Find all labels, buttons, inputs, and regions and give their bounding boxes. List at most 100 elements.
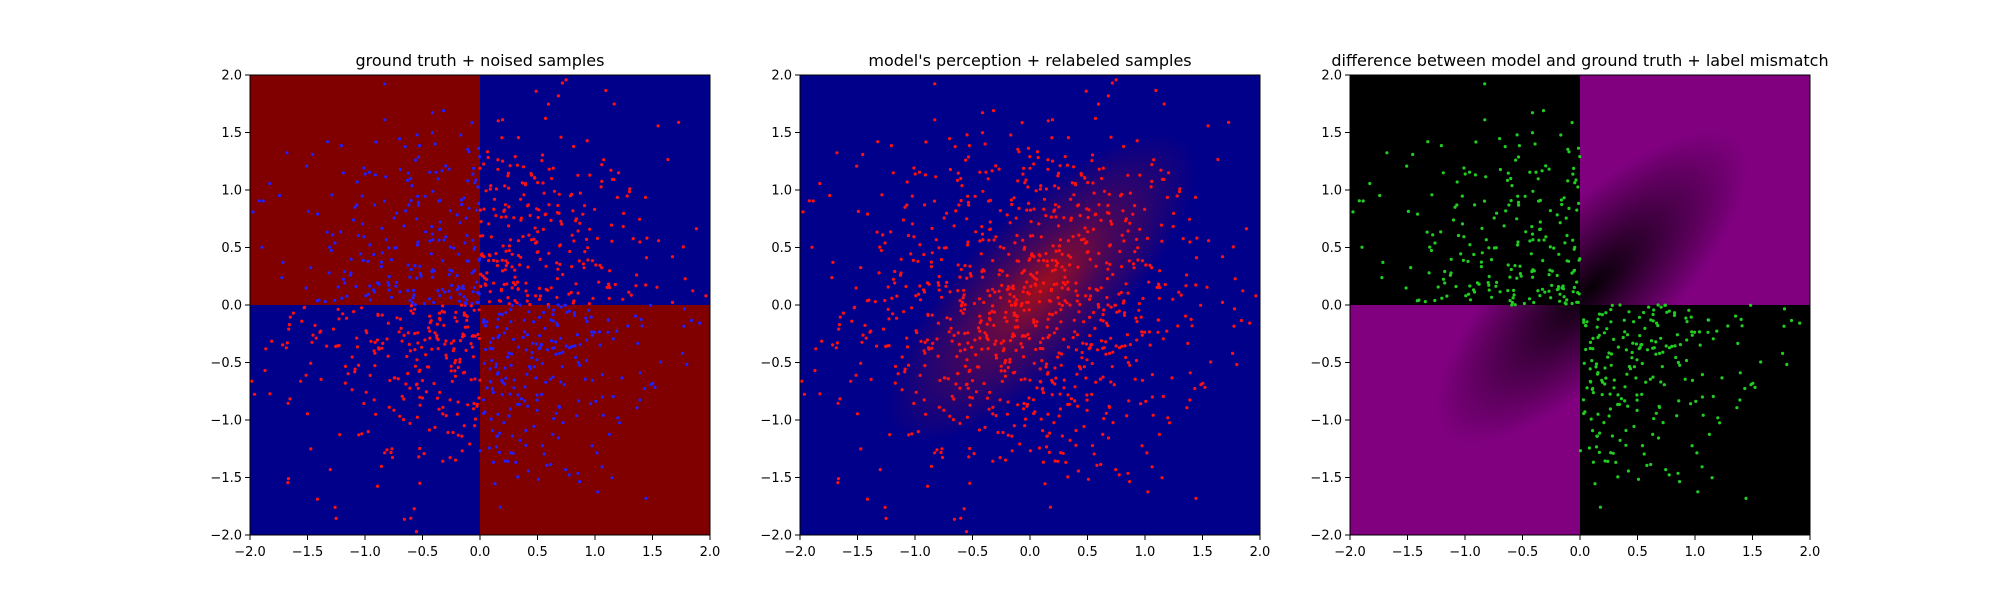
- scatter-point: [1426, 140, 1430, 144]
- scatter-point: [402, 397, 406, 401]
- scatter-point: [1068, 438, 1072, 442]
- scatter-point: [535, 393, 539, 397]
- scatter-point: [1049, 215, 1053, 219]
- scatter-point: [886, 285, 890, 289]
- scatter-point: [1056, 296, 1060, 300]
- scatter-point: [1091, 181, 1095, 185]
- scatter-point: [1654, 411, 1658, 415]
- scatter-point: [590, 378, 595, 382]
- scatter-point: [1578, 449, 1582, 453]
- scatter-point: [604, 88, 608, 93]
- scatter-point: [345, 294, 349, 298]
- scatter-point: [390, 455, 395, 460]
- scatter-point: [516, 345, 521, 349]
- scatter-point: [522, 318, 526, 322]
- scatter-point: [1085, 393, 1089, 397]
- scatter-point: [252, 392, 257, 396]
- scatter-point: [507, 351, 511, 355]
- scatter-point: [578, 191, 583, 195]
- scatter-point: [281, 343, 285, 347]
- scatter-point: [1076, 265, 1080, 269]
- scatter-point: [396, 377, 400, 381]
- scatter-point: [416, 386, 420, 390]
- scatter-point: [526, 404, 530, 408]
- scatter-point: [1472, 288, 1476, 292]
- background-region: [250, 75, 480, 305]
- scatter-point: [1027, 396, 1031, 400]
- scatter-point: [1062, 216, 1066, 220]
- scatter-point: [501, 244, 505, 248]
- scatter-point: [1751, 381, 1755, 385]
- scatter-point: [465, 298, 469, 302]
- scatter-point: [813, 368, 817, 373]
- scatter-point: [1201, 381, 1205, 385]
- scatter-point: [428, 329, 432, 333]
- scatter-point: [968, 403, 972, 407]
- scatter-point: [1144, 263, 1148, 267]
- scatter-point: [1010, 286, 1014, 290]
- scatter-point: [1667, 346, 1672, 350]
- scatter-point: [1661, 421, 1665, 425]
- scatter-point: [982, 381, 986, 386]
- scatter-point: [424, 353, 428, 357]
- scatter-point: [1167, 171, 1171, 175]
- scatter-point: [681, 245, 685, 249]
- scatter-point: [482, 162, 486, 166]
- scatter-point: [1523, 194, 1527, 198]
- scatter-point: [1739, 317, 1743, 321]
- scatter-point: [1429, 248, 1433, 253]
- scatter-point: [820, 339, 824, 343]
- scatter-point: [1603, 382, 1607, 386]
- scatter-point: [1076, 203, 1081, 207]
- scatter-point: [502, 421, 506, 425]
- scatter-point: [1027, 308, 1031, 312]
- scatter-point: [866, 212, 870, 216]
- scatter-point: [1065, 301, 1069, 305]
- scatter-point: [383, 451, 387, 455]
- scatter-point: [357, 363, 361, 367]
- scatter-point: [471, 238, 475, 242]
- scatter-point: [444, 353, 448, 357]
- scatter-point: [1647, 305, 1651, 309]
- scatter-point: [1035, 150, 1040, 154]
- scatter-point: [430, 225, 434, 229]
- scatter-point: [1008, 221, 1012, 225]
- scatter-point: [1149, 185, 1153, 189]
- scatter-point: [518, 303, 522, 307]
- scatter-point: [1101, 166, 1105, 170]
- scatter-points: [1351, 82, 1802, 509]
- scatter-point: [574, 355, 578, 360]
- scatter-point: [1658, 351, 1662, 355]
- scatter-point: [972, 452, 976, 456]
- scatter-point: [980, 131, 985, 135]
- scatter-point: [936, 354, 940, 358]
- scatter-point: [1133, 377, 1137, 381]
- scatter-point: [584, 358, 589, 363]
- scatter-point: [1084, 376, 1088, 380]
- scatter-point: [1127, 399, 1131, 403]
- y-tick-label: −2.0: [760, 529, 792, 544]
- scatter-point: [1071, 335, 1075, 340]
- scatter-point: [497, 333, 501, 337]
- scatter-point: [409, 516, 413, 520]
- scatter-point: [973, 194, 977, 198]
- scatter-point: [535, 250, 539, 254]
- y-tick-label: 2.0: [1321, 69, 1342, 84]
- scatter-point: [1634, 342, 1638, 346]
- scatter-point: [454, 458, 458, 462]
- scatter-point: [327, 271, 331, 275]
- scatter-point: [306, 209, 310, 213]
- scatter-point: [943, 376, 947, 380]
- scatter-point: [956, 331, 960, 335]
- scatter-point: [498, 431, 502, 435]
- scatter-point: [1104, 340, 1108, 344]
- scatter-point: [440, 287, 445, 291]
- scatter-point: [1480, 251, 1484, 255]
- scatter-point: [453, 361, 457, 365]
- scatter-point: [1484, 238, 1488, 242]
- scatter-point: [487, 300, 492, 304]
- scatter-point: [1039, 417, 1043, 421]
- scatter-point: [427, 428, 431, 432]
- scatter-point: [507, 186, 511, 190]
- scatter-point: [685, 362, 689, 367]
